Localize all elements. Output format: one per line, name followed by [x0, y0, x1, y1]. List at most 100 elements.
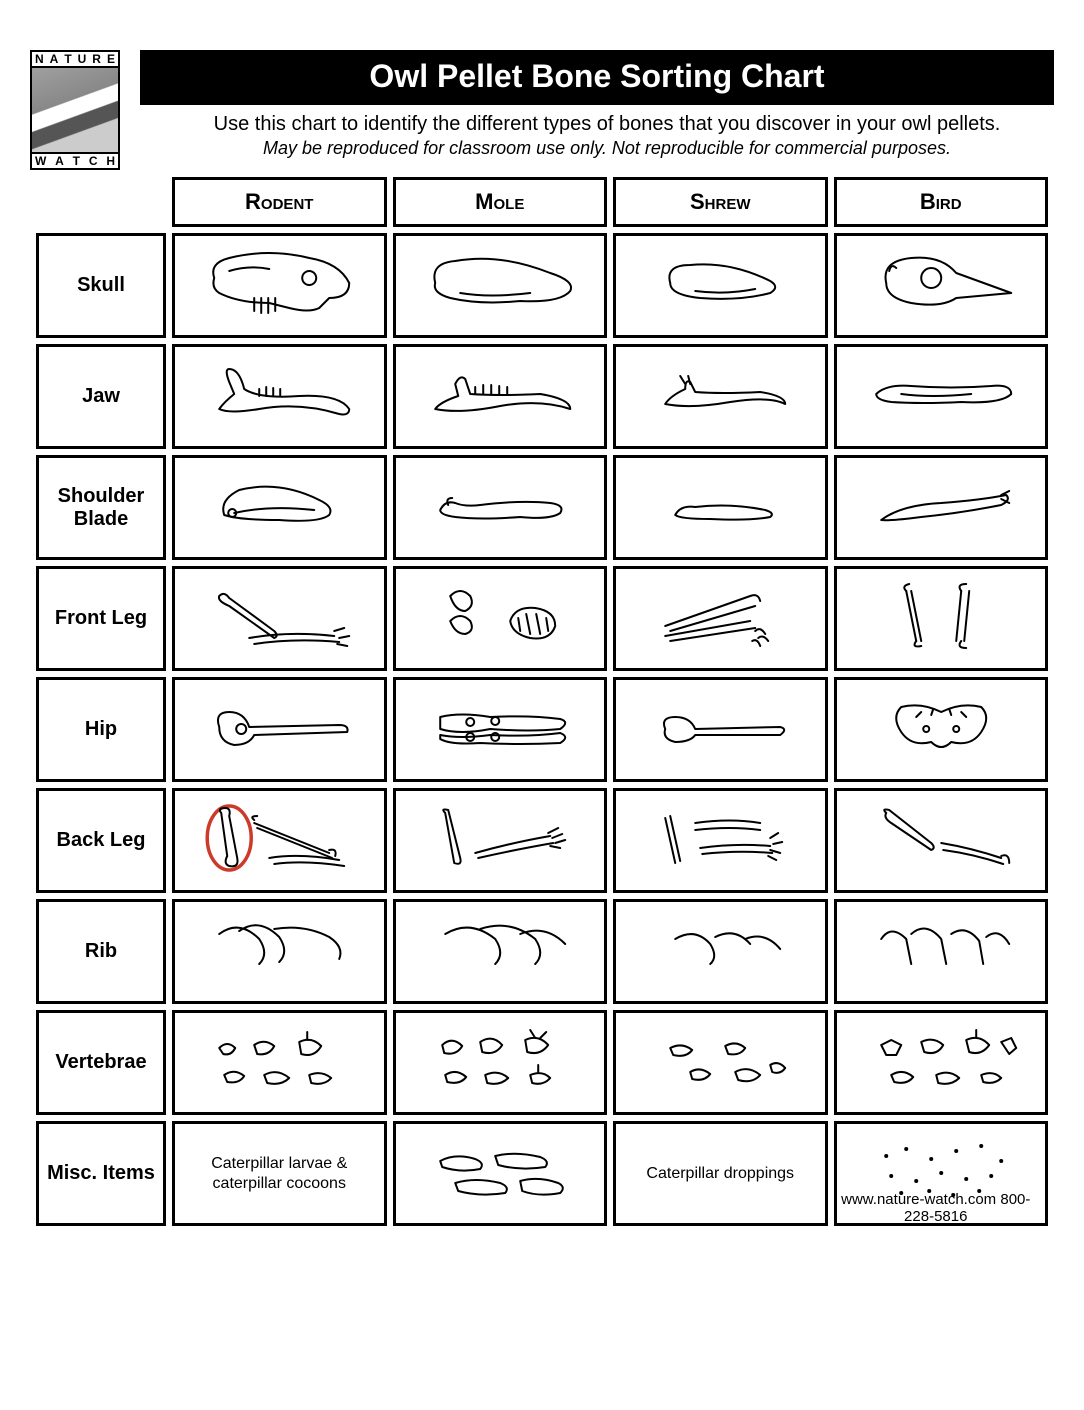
- cell-jaw-shrew: [613, 344, 828, 449]
- backleg-shrew-icon: [630, 798, 810, 878]
- cell-misc-larvae-label: Caterpillar larvae & caterpillar cocoons: [172, 1121, 387, 1226]
- logo-top-text: NATURE: [32, 52, 118, 68]
- cell-vert-bird: [834, 1010, 1049, 1115]
- jaw-rodent-icon: [189, 354, 369, 434]
- cell-misc-larvae-img: [393, 1121, 608, 1226]
- row-skull: Skull: [36, 233, 1048, 338]
- cell-jaw-bird: [834, 344, 1049, 449]
- frontleg-bird-icon: [851, 576, 1031, 656]
- row-jaw: Jaw: [36, 344, 1048, 449]
- vert-shrew-icon: [630, 1020, 810, 1100]
- cell-skull-shrew: [613, 233, 828, 338]
- logo-graphic: [32, 68, 118, 152]
- hip-rodent-icon: [189, 687, 369, 767]
- rib-rodent-icon: [189, 909, 369, 989]
- corner-blank: [36, 177, 166, 227]
- page: NATURE WATCH Owl Pellet Bone Sorting Cha…: [30, 50, 1054, 1232]
- cell-frontleg-shrew: [613, 566, 828, 671]
- colhead-shrew: Shrew: [613, 177, 828, 227]
- cell-backleg-mole: [393, 788, 608, 893]
- skull-mole-icon: [410, 243, 590, 323]
- cell-misc-droppings-label: Caterpillar droppings: [613, 1121, 828, 1226]
- hip-shrew-icon: [630, 687, 810, 767]
- frontleg-shrew-icon: [630, 576, 810, 656]
- shoulder-shrew-icon: [630, 465, 810, 545]
- colhead-mole: Mole: [393, 177, 608, 227]
- rowhead-frontleg: Front Leg: [36, 566, 166, 671]
- backleg-bird-icon: [851, 798, 1031, 878]
- rowhead-skull: Skull: [36, 233, 166, 338]
- row-backleg: Back Leg: [36, 788, 1048, 893]
- row-hip: Hip: [36, 677, 1048, 782]
- rib-shrew-icon: [630, 909, 810, 989]
- cell-jaw-rodent: [172, 344, 387, 449]
- cell-shoulder-mole: [393, 455, 608, 560]
- rib-mole-icon: [410, 909, 590, 989]
- cell-hip-bird: [834, 677, 1049, 782]
- row-vertebrae: Vertebrae: [36, 1010, 1048, 1115]
- cell-skull-bird: [834, 233, 1049, 338]
- frontleg-rodent-icon: [189, 576, 369, 656]
- cell-jaw-mole: [393, 344, 608, 449]
- frontleg-mole-icon: [410, 576, 590, 656]
- skull-rodent-icon: [189, 243, 369, 323]
- vert-mole-icon: [410, 1020, 590, 1100]
- cell-rib-mole: [393, 899, 608, 1004]
- rowhead-misc: Misc. Items: [36, 1121, 166, 1226]
- cell-skull-mole: [393, 233, 608, 338]
- page-subtitle: Use this chart to identify the different…: [160, 113, 1054, 136]
- cell-vert-mole: [393, 1010, 608, 1115]
- cell-rib-rodent: [172, 899, 387, 1004]
- cell-vert-shrew: [613, 1010, 828, 1115]
- jaw-shrew-icon: [630, 354, 810, 434]
- cell-frontleg-bird: [834, 566, 1049, 671]
- row-rib: Rib: [36, 899, 1048, 1004]
- rowhead-jaw: Jaw: [36, 344, 166, 449]
- cell-rib-shrew: [613, 899, 828, 1004]
- misc-droppings-text: Caterpillar droppings: [620, 1164, 821, 1183]
- rowhead-hip: Hip: [36, 677, 166, 782]
- rowhead-backleg: Back Leg: [36, 788, 166, 893]
- page-title: Owl Pellet Bone Sorting Chart: [140, 50, 1054, 105]
- cell-rib-bird: [834, 899, 1049, 1004]
- jaw-bird-icon: [851, 354, 1031, 434]
- rowhead-rib: Rib: [36, 899, 166, 1004]
- cell-shoulder-bird: [834, 455, 1049, 560]
- rib-bird-icon: [851, 909, 1031, 989]
- vert-rodent-icon: [189, 1020, 369, 1100]
- cell-backleg-shrew: [613, 788, 828, 893]
- backleg-mole-icon: [410, 798, 590, 878]
- cell-backleg-rodent: [172, 788, 387, 893]
- rowhead-shoulder: Shoulder Blade: [36, 455, 166, 560]
- bone-chart-table: Rodent Mole Shrew Bird Skull: [30, 171, 1054, 1232]
- hip-mole-icon: [410, 687, 590, 767]
- rowhead-vertebrae: Vertebrae: [36, 1010, 166, 1115]
- nature-watch-logo: NATURE WATCH: [30, 50, 120, 170]
- logo-bottom-text: WATCH: [32, 152, 118, 168]
- cell-vert-rodent: [172, 1010, 387, 1115]
- row-misc: Misc. Items Caterpillar larvae & caterpi…: [36, 1121, 1048, 1226]
- vert-bird-icon: [851, 1020, 1031, 1100]
- cell-shoulder-rodent: [172, 455, 387, 560]
- cell-backleg-bird: [834, 788, 1049, 893]
- cell-frontleg-rodent: [172, 566, 387, 671]
- colhead-bird: Bird: [834, 177, 1049, 227]
- jaw-mole-icon: [410, 354, 590, 434]
- row-frontleg: Front Leg: [36, 566, 1048, 671]
- cell-hip-shrew: [613, 677, 828, 782]
- colhead-rodent: Rodent: [172, 177, 387, 227]
- backleg-rodent-icon: [189, 798, 369, 878]
- page-fineprint: May be reproduced for classroom use only…: [160, 138, 1054, 159]
- cell-misc-droppings-img: www.nature-watch.com 800-228-5816: [834, 1121, 1049, 1226]
- skull-bird-icon: [851, 243, 1031, 323]
- skull-shrew-icon: [630, 243, 810, 323]
- row-shoulder: Shoulder Blade: [36, 455, 1048, 560]
- footer-url: www.nature-watch.com 800-228-5816: [837, 1191, 1036, 1225]
- cell-skull-rodent: [172, 233, 387, 338]
- shoulder-bird-icon: [851, 465, 1031, 545]
- hip-bird-icon: [851, 687, 1031, 767]
- cell-hip-mole: [393, 677, 608, 782]
- misc-larvae-icon: [410, 1131, 590, 1211]
- misc-larvae-text: Caterpillar larvae & caterpillar cocoons: [179, 1154, 380, 1192]
- cell-frontleg-mole: [393, 566, 608, 671]
